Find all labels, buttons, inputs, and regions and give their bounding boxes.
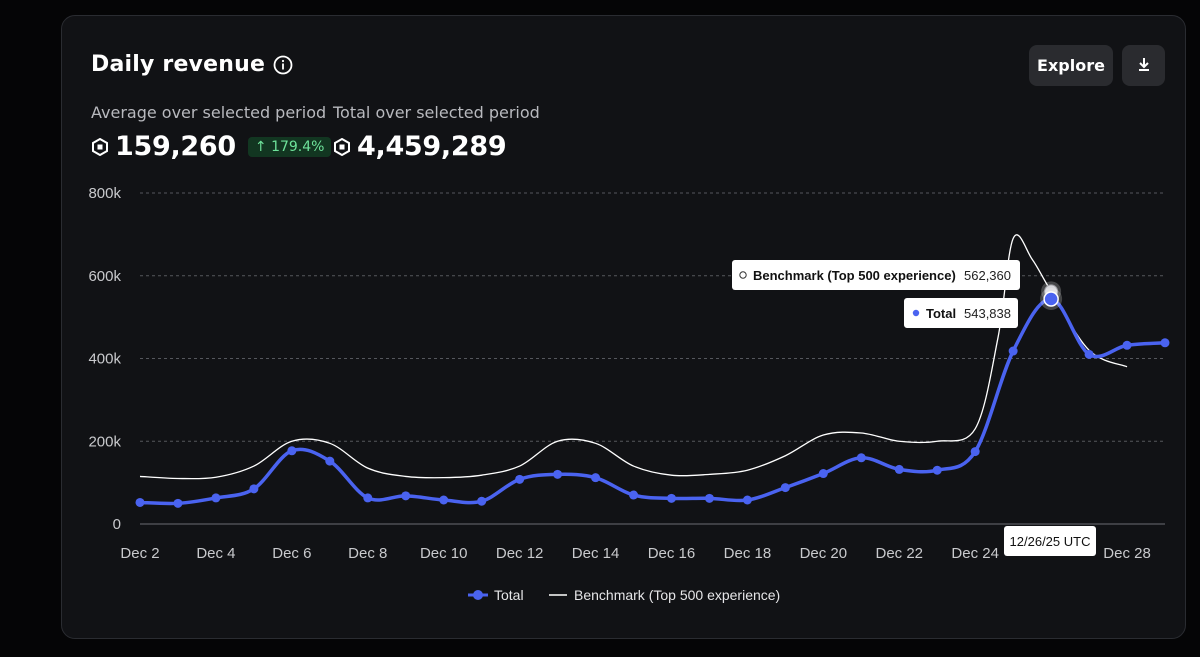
total-data-point	[856, 453, 866, 463]
x-tick-label: Dec 4	[196, 545, 235, 562]
x-tick-label: Dec 18	[724, 545, 772, 562]
y-tick-label: 200k	[88, 433, 121, 450]
x-tick-label: Dec 24	[951, 545, 999, 562]
x-tick-label: Dec 10	[420, 545, 468, 562]
total-data-point	[780, 483, 790, 493]
x-tick-label: Dec 28	[1103, 545, 1151, 562]
benchmark-tooltip-box	[732, 260, 1020, 290]
average-metric: Average over selected period 159,260 ↑ 1…	[91, 103, 332, 162]
total-data-point	[742, 495, 752, 505]
total-tooltip-value: 543,838	[964, 306, 1011, 321]
x-tick-label: Dec 20	[800, 545, 848, 562]
total-data-point	[553, 469, 563, 479]
y-tick-label: 0	[113, 516, 121, 533]
total-data-point	[211, 493, 221, 503]
robux-icon	[333, 137, 351, 156]
download-button[interactable]	[1122, 45, 1165, 86]
y-tick-label: 600k	[88, 268, 121, 285]
total-data-point	[1160, 338, 1170, 348]
total-data-point	[439, 495, 449, 505]
total-data-point	[1008, 346, 1018, 356]
total-metric: Total over selected period 4,459,289	[333, 103, 540, 162]
total-data-point	[135, 497, 145, 507]
total-data-point	[1122, 340, 1132, 350]
benchmark-tooltip-label: Benchmark (Top 500 experience)	[753, 268, 956, 283]
card-title: Daily revenue	[91, 52, 266, 77]
total-data-point	[970, 447, 980, 457]
total-data-point	[249, 484, 259, 494]
card-header: Daily revenue	[91, 52, 293, 77]
total-tooltip-box	[904, 298, 1018, 328]
total-data-point	[629, 490, 639, 500]
download-icon	[1136, 56, 1152, 76]
total-data-point	[591, 473, 601, 483]
x-tick-label: Dec 6	[272, 545, 311, 562]
legend-benchmark-label: Benchmark (Top 500 experience)	[574, 587, 780, 603]
x-tick-label: Dec 14	[572, 545, 620, 562]
total-data-point	[515, 474, 525, 484]
date-tooltip-label: 12/26/25 UTC	[1010, 534, 1091, 549]
x-tick-label: Dec 16	[648, 545, 696, 562]
total-data-point	[363, 493, 373, 503]
benchmark-tooltip-value: 562,360	[964, 268, 1011, 283]
total-value: 4,459,289	[357, 131, 507, 162]
average-value: 159,260	[115, 131, 236, 162]
date-tooltip-box	[1004, 526, 1096, 556]
total-data-point	[666, 493, 676, 503]
legend-total-marker	[473, 590, 483, 600]
total-data-point	[477, 496, 487, 506]
average-label: Average over selected period	[91, 103, 327, 122]
total-tooltip-marker	[912, 309, 920, 317]
x-tick-label: Dec 22	[875, 545, 923, 562]
explore-button[interactable]: Explore	[1029, 45, 1113, 86]
total-data-point	[818, 469, 828, 479]
change-badge: ↑ 179.4%	[247, 136, 332, 157]
total-data-point	[704, 493, 714, 503]
total-hover-point	[1043, 291, 1059, 307]
total-tooltip-label: Total	[926, 306, 956, 321]
x-tick-label: Dec 2	[120, 545, 159, 562]
total-data-point	[932, 465, 942, 475]
total-data-point	[173, 498, 183, 508]
robux-icon	[91, 137, 109, 156]
total-data-point	[325, 456, 335, 466]
y-tick-label: 800k	[88, 185, 121, 202]
y-tick-label: 400k	[88, 351, 121, 368]
legend-total-label: Total	[494, 587, 524, 603]
total-label: Total over selected period	[333, 103, 540, 122]
total-data-point	[401, 491, 411, 501]
x-tick-label: Dec 8	[348, 545, 387, 562]
x-tick-label: Dec 12	[496, 545, 544, 562]
total-data-point	[287, 446, 297, 456]
total-data-point	[894, 464, 904, 474]
total-data-point	[1084, 349, 1094, 359]
info-circle-icon[interactable]	[273, 55, 293, 75]
benchmark-tooltip-marker	[739, 271, 747, 279]
total-series-line	[139, 297, 1166, 506]
